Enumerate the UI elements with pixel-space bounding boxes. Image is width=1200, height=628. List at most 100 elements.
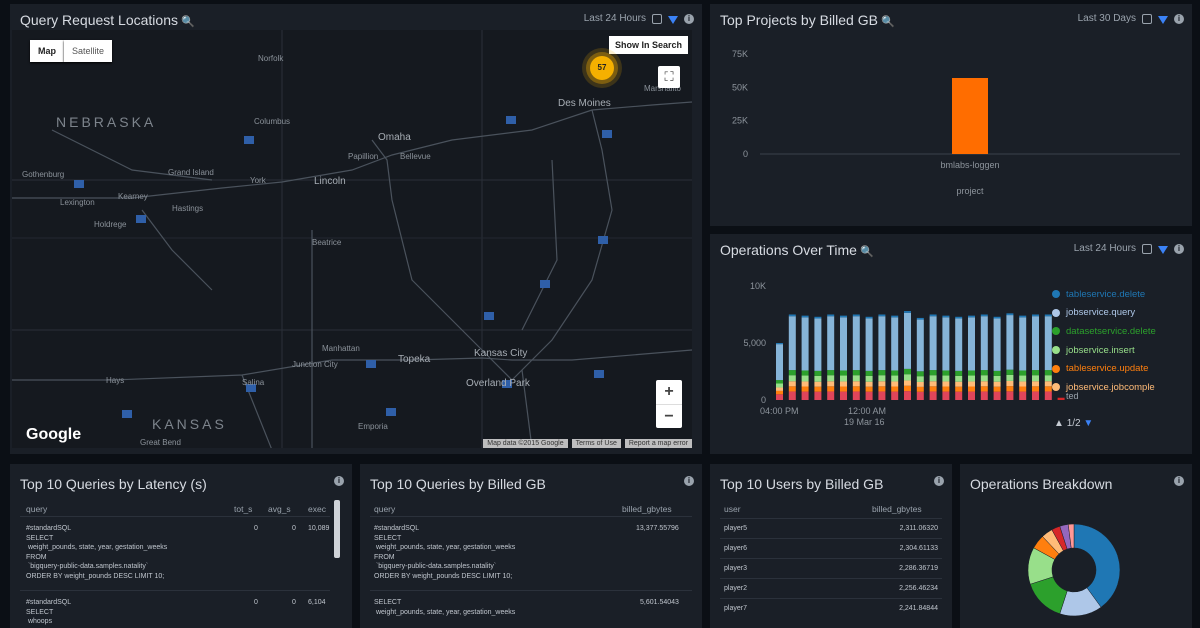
- stacked-bar-segment[interactable]: [993, 391, 1001, 400]
- stacked-bar-segment[interactable]: [840, 386, 847, 392]
- report-error-link[interactable]: Report a map error: [624, 439, 692, 448]
- stacked-bar-segment[interactable]: [1006, 386, 1014, 392]
- stacked-bar-segment[interactable]: [878, 316, 886, 371]
- filter-icon[interactable]: [1158, 15, 1168, 24]
- stacked-bar-segment[interactable]: [801, 391, 809, 400]
- stacked-bar-segment[interactable]: [1044, 375, 1052, 382]
- stacked-bar-segment[interactable]: [1019, 315, 1027, 318]
- map-type-map-button[interactable]: Map: [30, 40, 64, 62]
- stacked-bar-segment[interactable]: [788, 316, 796, 371]
- stacked-bar-segment[interactable]: [776, 344, 783, 381]
- stacked-bar-segment[interactable]: [968, 391, 975, 400]
- stacked-bar-segment[interactable]: [1019, 317, 1027, 371]
- column-header[interactable]: user: [724, 504, 741, 514]
- stacked-bar-segment[interactable]: [904, 385, 911, 392]
- stacked-bar-segment[interactable]: [1044, 381, 1052, 387]
- stacked-bar-segment[interactable]: [814, 386, 822, 392]
- stacked-bar-segment[interactable]: [942, 391, 950, 400]
- stacked-bar-segment[interactable]: [929, 375, 937, 382]
- copy-icon[interactable]: [652, 13, 662, 24]
- stacked-bar-segment[interactable]: [776, 387, 783, 391]
- stacked-bar-segment[interactable]: [993, 381, 1001, 387]
- stacked-bar-segment[interactable]: [878, 381, 886, 387]
- legend-item[interactable]: jobservice.insert: [1052, 341, 1156, 360]
- stacked-bar-segment[interactable]: [942, 370, 950, 376]
- stacked-bar-segment[interactable]: [904, 374, 911, 381]
- filter-icon[interactable]: [1158, 245, 1168, 254]
- stacked-bar-segment[interactable]: [814, 391, 822, 400]
- bar[interactable]: [952, 78, 988, 154]
- zoom-in-button[interactable]: +: [664, 383, 674, 400]
- stacked-bar-segment[interactable]: [776, 390, 783, 395]
- column-header[interactable]: query: [26, 504, 48, 514]
- column-header[interactable]: avg_s: [268, 504, 291, 514]
- stacked-bar-segment[interactable]: [916, 317, 924, 320]
- stacked-bar-segment[interactable]: [993, 386, 1001, 392]
- time-range[interactable]: Last 24 Hours: [1073, 243, 1136, 254]
- legend-item[interactable]: jobservice.jobcomple: [1052, 378, 1156, 397]
- stacked-bar-segment[interactable]: [891, 386, 899, 392]
- stacked-bar-segment[interactable]: [827, 316, 835, 371]
- search-icon[interactable]: 🔍: [180, 16, 195, 28]
- stacked-bar-segment[interactable]: [1006, 369, 1014, 375]
- stacked-bar-segment[interactable]: [814, 381, 822, 387]
- stacked-bar-segment[interactable]: [980, 370, 988, 376]
- stacked-bar-segment[interactable]: [1032, 386, 1039, 392]
- stacked-bar-segment[interactable]: [1019, 375, 1027, 382]
- stacked-bar-segment[interactable]: [993, 375, 1001, 382]
- stacked-bar-segment[interactable]: [865, 370, 873, 376]
- stacked-bar-segment[interactable]: [993, 370, 1001, 376]
- stacked-bar-segment[interactable]: [788, 381, 796, 387]
- stacked-bar-segment[interactable]: [929, 316, 937, 371]
- stacked-bar-segment[interactable]: [980, 316, 988, 371]
- stacked-bar-segment[interactable]: [904, 312, 911, 369]
- stacked-bar-segment[interactable]: [852, 386, 860, 392]
- stacked-bar-segment[interactable]: [1044, 316, 1052, 371]
- stacked-bar-segment[interactable]: [1032, 370, 1039, 376]
- stacked-bar-segment[interactable]: [955, 318, 963, 371]
- stacked-bar-segment[interactable]: [801, 381, 809, 387]
- stacked-bar-segment[interactable]: [891, 370, 899, 376]
- stacked-bar-segment[interactable]: [840, 381, 847, 387]
- scrollbar[interactable]: [334, 500, 340, 558]
- stacked-bar-segment[interactable]: [878, 375, 886, 382]
- stacked-bar-segment[interactable]: [904, 311, 911, 313]
- stacked-bar-segment[interactable]: [840, 315, 847, 318]
- stacked-bar-segment[interactable]: [1019, 386, 1027, 392]
- stacked-bar-segment[interactable]: [788, 391, 796, 400]
- stacked-bar-segment[interactable]: [827, 381, 835, 387]
- map-cluster-marker[interactable]: 57: [590, 56, 614, 80]
- stacked-bar-segment[interactable]: [865, 375, 873, 382]
- terms-link[interactable]: Terms of Use: [571, 439, 621, 448]
- column-header[interactable]: exec: [308, 504, 326, 514]
- stacked-bar-segment[interactable]: [776, 343, 783, 345]
- stacked-bar-segment[interactable]: [865, 391, 873, 400]
- stacked-bar-segment[interactable]: [980, 375, 988, 382]
- stacked-bar-segment[interactable]: [980, 381, 988, 387]
- stacked-bar-segment[interactable]: [1044, 391, 1052, 400]
- stacked-bar-segment[interactable]: [801, 386, 809, 392]
- stacked-bar-segment[interactable]: [942, 381, 950, 387]
- stacked-bar-segment[interactable]: [840, 317, 847, 371]
- stacked-bar-segment[interactable]: [1044, 314, 1052, 317]
- stacked-bar-segment[interactable]: [1032, 314, 1039, 317]
- stacked-bar-segment[interactable]: [916, 371, 924, 377]
- stacked-bar-segment[interactable]: [1006, 374, 1014, 381]
- stacked-bar-segment[interactable]: [1044, 370, 1052, 376]
- stacked-bar-segment[interactable]: [814, 370, 822, 376]
- stacked-bar-segment[interactable]: [788, 375, 796, 382]
- stacked-bar-segment[interactable]: [955, 391, 963, 400]
- legend-item[interactable]: datasetservice.delete: [1052, 322, 1156, 341]
- stacked-bar-segment[interactable]: [980, 314, 988, 317]
- time-range[interactable]: Last 30 Days: [1077, 13, 1136, 24]
- stacked-bar-segment[interactable]: [788, 386, 796, 392]
- stacked-bar-segment[interactable]: [865, 381, 873, 387]
- copy-icon[interactable]: [1142, 13, 1152, 24]
- stacked-bar-segment[interactable]: [891, 317, 899, 371]
- stacked-bar-segment[interactable]: [840, 391, 847, 400]
- stacked-bar-segment[interactable]: [776, 383, 783, 388]
- show-in-search-button[interactable]: Show In Search: [608, 36, 688, 54]
- map-view[interactable]: NEBRASKA KANSAS Norfolk Columbus Omaha P…: [12, 30, 692, 448]
- stacked-bar-segment[interactable]: [891, 315, 899, 318]
- stacked-bar-segment[interactable]: [968, 386, 975, 392]
